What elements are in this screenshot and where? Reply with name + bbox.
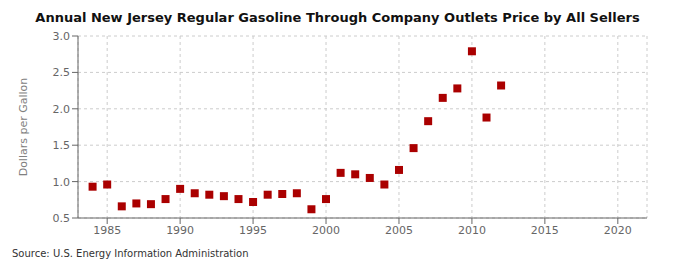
svg-text:1.0: 1.0: [53, 176, 71, 189]
svg-text:2005: 2005: [385, 224, 413, 237]
html-text:Source: U.S. Energy Informatio: Source: U.S. Energy Information Administ…: [12, 248, 249, 259]
svg-text:2010: 2010: [458, 224, 486, 237]
svg-text:1985: 1985: [93, 224, 121, 237]
svg-text:Dollars per Gallon: Dollars per Gallon: [17, 78, 30, 177]
svg-text:1.5: 1.5: [53, 139, 71, 152]
svg-text:3.0: 3.0: [53, 30, 71, 43]
svg-text:2.5: 2.5: [53, 66, 71, 79]
svg-text:2.0: 2.0: [53, 103, 71, 116]
svg-text:2015: 2015: [531, 224, 559, 237]
html-text:Annual New Jersey Regular Gaso: Annual New Jersey Regular Gasoline Throu…: [35, 10, 640, 25]
svg-text:1990: 1990: [166, 224, 194, 237]
svg-text:2000: 2000: [312, 224, 340, 237]
svg-text:0.5: 0.5: [53, 212, 71, 225]
svg-text:1995: 1995: [239, 224, 267, 237]
svg-text:2020: 2020: [604, 224, 632, 237]
